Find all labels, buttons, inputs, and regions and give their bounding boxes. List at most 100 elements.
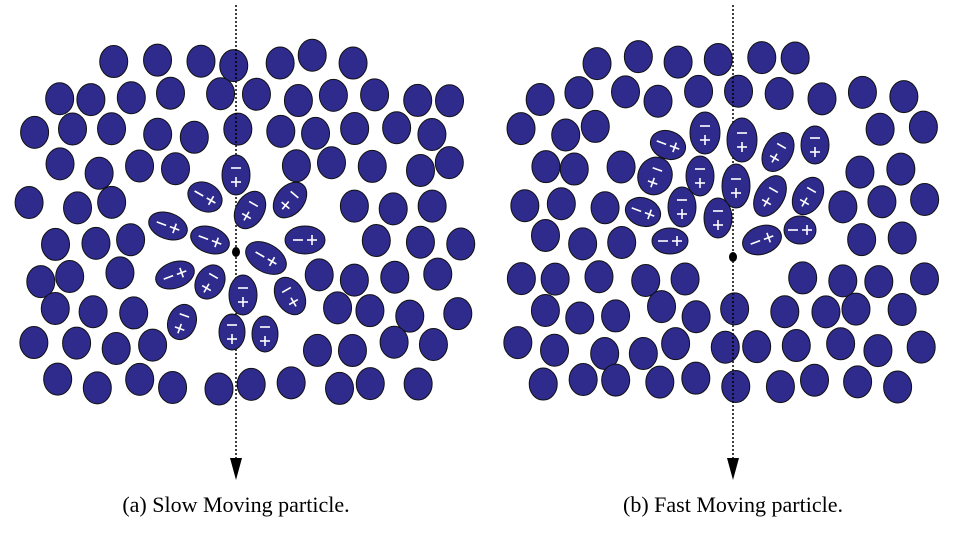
molecule: [812, 296, 840, 328]
molecule: [277, 367, 305, 399]
molecule: [237, 368, 265, 400]
molecule: [356, 295, 384, 327]
molecule-body: [621, 193, 664, 232]
molecule: [585, 261, 613, 293]
molecule-body: [285, 226, 325, 254]
polarized-molecule: [738, 220, 785, 260]
molecule: [407, 154, 435, 186]
molecule: [569, 363, 597, 395]
molecule: [644, 85, 672, 117]
molecule-body: [145, 207, 191, 245]
molecule: [865, 266, 893, 298]
molecule: [266, 47, 294, 79]
molecule: [424, 258, 452, 290]
molecule: [15, 186, 43, 218]
polarized-molecule: [163, 300, 202, 343]
molecule: [436, 85, 464, 117]
molecule: [789, 262, 817, 294]
molecule: [358, 150, 386, 182]
polarized-molecule: [266, 176, 313, 225]
molecule: [526, 84, 554, 116]
molecule: [721, 293, 749, 325]
molecule: [383, 112, 411, 144]
molecule: [381, 261, 409, 293]
molecule: [85, 157, 113, 189]
molecule: [102, 333, 130, 365]
molecule: [404, 368, 432, 400]
molecule: [602, 364, 630, 396]
molecule: [404, 84, 432, 116]
polarized-molecule: [652, 228, 688, 254]
polarized-molecule: [229, 275, 257, 315]
molecule: [305, 259, 333, 291]
molecule: [444, 298, 472, 330]
molecule-body: [229, 275, 257, 315]
molecule: [648, 291, 676, 323]
polarized-molecule: [189, 259, 231, 304]
molecule-body: [704, 198, 732, 238]
molecule: [704, 43, 732, 75]
molecule: [541, 263, 569, 295]
molecule: [82, 227, 110, 259]
molecule: [379, 193, 407, 225]
molecule: [418, 190, 446, 222]
molecule: [890, 81, 918, 113]
molecule: [722, 371, 750, 403]
polarized-molecule: [784, 216, 816, 244]
molecule: [419, 328, 447, 360]
molecule: [511, 190, 539, 222]
molecule: [541, 334, 569, 366]
molecule: [224, 113, 252, 145]
molecule: [682, 362, 710, 394]
molecule: [532, 151, 560, 183]
molecule: [303, 334, 331, 366]
molecule: [362, 224, 390, 256]
molecule: [888, 294, 916, 326]
polarized-molecule: [222, 155, 250, 195]
molecule-body: [240, 235, 292, 281]
molecule: [911, 184, 939, 216]
molecule: [547, 188, 575, 220]
molecule: [435, 147, 463, 179]
molecule: [868, 186, 896, 218]
molecule: [126, 150, 154, 182]
molecule: [361, 79, 389, 111]
molecule: [866, 113, 894, 145]
molecule: [662, 328, 690, 360]
molecule-body: [222, 155, 250, 195]
molecule: [846, 156, 874, 188]
molecule: [83, 372, 111, 404]
molecule: [447, 228, 475, 260]
polarized-molecule: [704, 198, 732, 238]
molecule: [207, 78, 235, 110]
polarized-molecule: [219, 314, 245, 350]
molecule-body: [786, 172, 830, 221]
molecule: [56, 261, 84, 293]
molecule: [418, 118, 446, 150]
polarized-molecule: [621, 193, 664, 232]
molecule-body: [219, 314, 245, 350]
molecule: [117, 82, 145, 114]
molecule: [21, 116, 49, 148]
panel-slow: [15, 5, 475, 480]
molecule: [765, 78, 793, 110]
molecule-body: [668, 187, 696, 227]
molecule: [63, 327, 91, 359]
molecule: [100, 46, 128, 78]
polarized-molecule: [686, 156, 714, 196]
molecule-body: [755, 127, 800, 177]
molecule: [98, 113, 126, 145]
molecule: [340, 190, 368, 222]
molecule: [685, 75, 713, 107]
molecule: [44, 363, 72, 395]
molecule: [340, 264, 368, 296]
molecule: [120, 297, 148, 329]
molecule: [552, 119, 580, 151]
molecule: [569, 228, 597, 260]
molecule: [507, 113, 535, 145]
molecule: [356, 368, 384, 400]
polarized-molecule: [152, 256, 198, 294]
molecule: [180, 121, 208, 153]
polarized-molecule: [240, 235, 292, 281]
molecule: [602, 300, 630, 332]
